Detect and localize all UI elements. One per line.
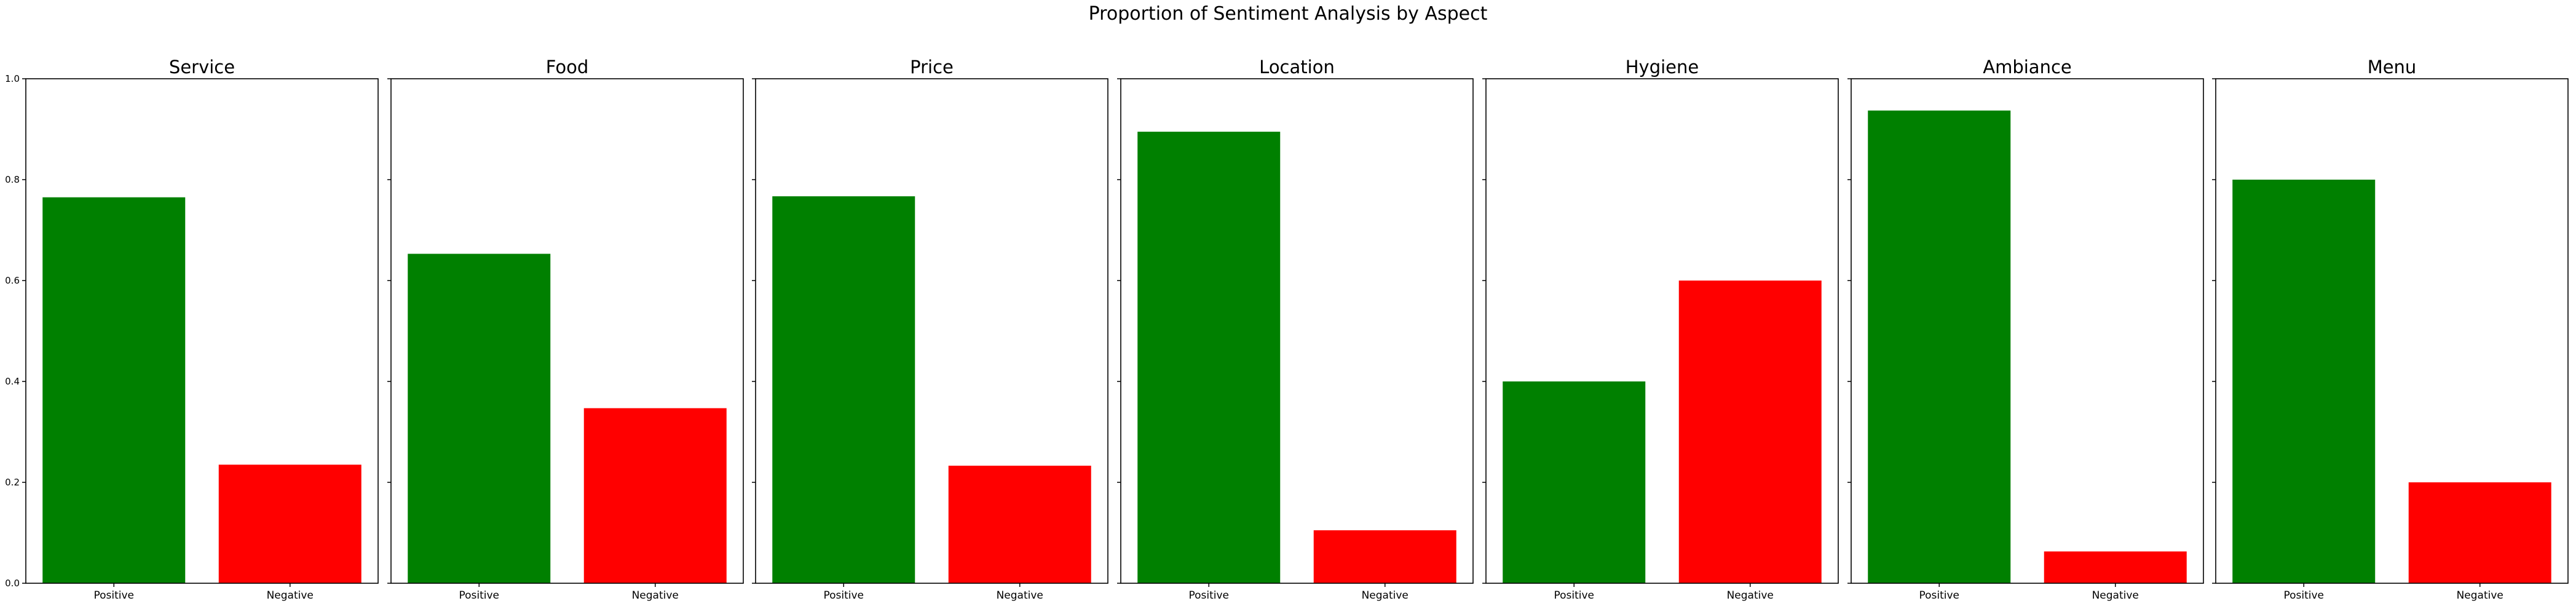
panel-hygiene: Hygiene Positive Negative — [1482, 57, 1839, 602]
y-tick-label: 1.0 — [5, 73, 20, 84]
x-tick-label: Positive — [823, 589, 864, 602]
bar-ambiance-negative — [2044, 551, 2187, 583]
bar-food-positive — [408, 253, 551, 583]
x-tick-label: Negative — [632, 589, 679, 602]
axes-frame — [1851, 78, 2204, 584]
x-tick-label: Positive — [1919, 589, 1959, 602]
panel-title: Service — [169, 57, 235, 78]
y-tick-label: 0.6 — [5, 275, 20, 286]
x-tick-label: Negative — [267, 589, 314, 602]
panel-service: Service Positive Negative 0.0 0.2 0.4 0.6 0.8 1.… — [5, 57, 379, 602]
bar-price-negative — [948, 465, 1091, 583]
panel-title: Location — [1259, 57, 1335, 78]
x-tick-label: Positive — [93, 589, 134, 602]
bar-location-negative — [1313, 530, 1456, 583]
bar-ambiance-positive — [1868, 110, 2011, 583]
bar-food-negative — [583, 408, 727, 583]
panel-menu: Menu Positive Negative — [2212, 57, 2569, 602]
x-tick-label: Positive — [1554, 589, 1594, 602]
bar-hygiene-positive — [1503, 381, 1646, 583]
panel-food: Food Positive Negative — [387, 57, 744, 602]
panel-title: Ambiance — [1983, 57, 2072, 78]
axes-frame — [390, 78, 744, 584]
x-tick-label: Negative — [2457, 589, 2503, 602]
panel-title: Price — [910, 57, 954, 78]
panel-location: Location Positive Negative — [1117, 57, 1474, 602]
x-tick-label: Negative — [1727, 589, 1774, 602]
chart-panels: Service Positive Negative 0.0 0.2 0.4 0.6 0.8 1.… — [5, 57, 2569, 602]
panel-title: Food — [546, 57, 589, 78]
x-tick-label: Positive — [2283, 589, 2324, 602]
axes-frame — [755, 78, 1108, 584]
axes-frame — [25, 78, 379, 584]
y-tick-label: 0.8 — [5, 174, 20, 185]
y-tick-label: 0.0 — [5, 578, 20, 589]
bar-price-positive — [772, 196, 915, 583]
bar-hygiene-negative — [1678, 281, 1822, 583]
panel-ambiance: Ambiance Positive Negative — [1847, 57, 2204, 602]
x-tick-label: Positive — [1188, 589, 1229, 602]
chart-title: Proportion of Sentiment Analysis by Aspe… — [1089, 3, 1488, 25]
x-tick-label: Negative — [1362, 589, 1409, 602]
panel-price: Price Positive Negative — [752, 57, 1108, 602]
panel-title: Hygiene — [1626, 57, 1699, 78]
x-tick-label: Negative — [997, 589, 1043, 602]
axes-frame — [2215, 78, 2569, 584]
axes-frame — [1120, 78, 1474, 584]
y-tick-label: 0.2 — [5, 477, 20, 488]
panel-title: Menu — [2368, 57, 2417, 78]
axes-frame — [1485, 78, 1839, 584]
bar-location-positive — [1137, 132, 1281, 584]
y-tick-label: 0.4 — [5, 376, 20, 387]
bar-service-positive — [42, 197, 186, 583]
x-tick-label: Positive — [459, 589, 499, 602]
bar-menu-negative — [2408, 482, 2551, 583]
bar-menu-positive — [2232, 180, 2376, 583]
x-tick-label: Negative — [2092, 589, 2139, 602]
bar-service-negative — [218, 464, 362, 583]
